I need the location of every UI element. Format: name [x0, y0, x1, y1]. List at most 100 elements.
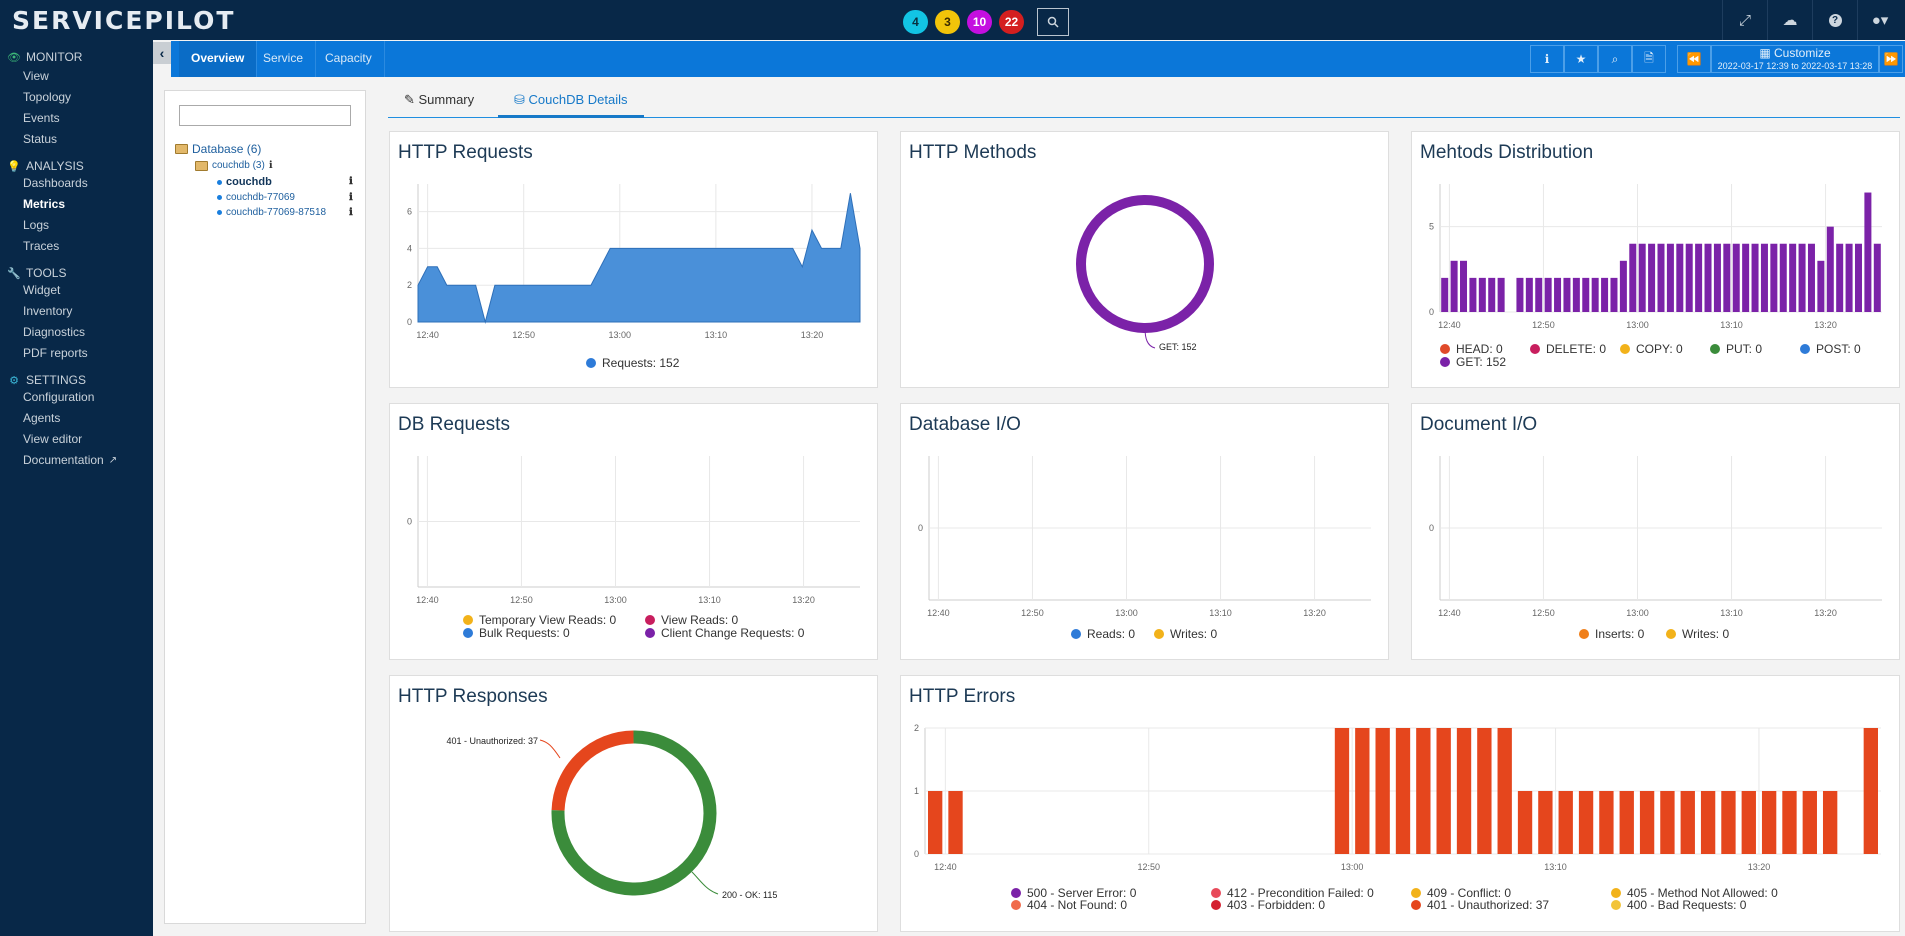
- legend-dot: [1440, 344, 1450, 354]
- section-analysis-label: ANALYSIS: [26, 159, 84, 173]
- servicepilot-logo[interactable]: SERVICEPILOT: [12, 6, 236, 35]
- bar: [1450, 260, 1458, 312]
- tab-couchdb-details[interactable]: ⛁ CouchDB Details: [498, 86, 644, 118]
- legend-item-401[interactable]: 401 - Unauthorized: 37: [1411, 898, 1549, 912]
- info-button[interactable]: ℹ: [1530, 45, 1564, 73]
- tree-search-input[interactable]: [179, 105, 351, 126]
- info-icon[interactable]: ℹ: [349, 192, 353, 203]
- info-icon[interactable]: ℹ: [349, 207, 353, 218]
- legend-item-404[interactable]: 404 - Not Found: 0: [1011, 898, 1127, 912]
- tree-node-couchdb-group[interactable]: couchdb (3) ℹ: [195, 160, 273, 171]
- legend-item-403[interactable]: 403 - Forbidden: 0: [1211, 898, 1325, 912]
- card-title: HTTP Responses: [398, 686, 548, 707]
- legend-dot: [1011, 888, 1021, 898]
- x-tick-label: 13:00: [1115, 608, 1138, 618]
- cloud-button[interactable]: ☁: [1767, 0, 1812, 40]
- bar: [1599, 791, 1614, 854]
- sidebar-item-inventory[interactable]: Inventory: [23, 304, 73, 318]
- sidebar-item-widget[interactable]: Widget: [23, 283, 61, 297]
- legend-item-put[interactable]: PUT: 0: [1710, 342, 1762, 356]
- fullscreen-button[interactable]: ⤢: [1722, 0, 1767, 40]
- section-settings-label: SETTINGS: [26, 373, 87, 387]
- favorite-button[interactable]: ★: [1564, 45, 1598, 73]
- tab-overview[interactable]: Overview: [179, 41, 258, 77]
- legend-label: Bulk Requests: 0: [479, 626, 570, 640]
- legend-item-requests[interactable]: Requests: 152: [586, 356, 679, 370]
- collapse-sidebar-button[interactable]: ‹: [153, 42, 171, 64]
- legend-label: Writes: 0: [1682, 627, 1730, 641]
- tab-capacity[interactable]: Capacity: [313, 41, 385, 77]
- legend-item-temporary-view-reads[interactable]: Temporary View Reads: 0: [463, 613, 616, 627]
- bar: [1516, 277, 1524, 312]
- sidebar-item-view-editor[interactable]: View editor: [23, 432, 83, 446]
- bar: [948, 791, 963, 854]
- legend-item-405[interactable]: 405 - Method Not Allowed: 0: [1611, 886, 1778, 900]
- sidebar-item-metrics[interactable]: Metrics: [23, 197, 66, 211]
- legend-item-get[interactable]: GET: 152: [1440, 355, 1506, 369]
- sidebar-item-pdf-reports[interactable]: PDF reports: [23, 346, 88, 360]
- legend-item-client-change-requests[interactable]: Client Change Requests: 0: [645, 626, 804, 640]
- sidebar-item-topology[interactable]: Topology: [23, 90, 72, 104]
- legend-item-post[interactable]: POST: 0: [1800, 342, 1861, 356]
- gears-icon: ⚙: [9, 374, 19, 387]
- sidebar-item-dashboards[interactable]: Dashboards: [23, 176, 88, 190]
- sidebar-item-diagnostics[interactable]: Diagnostics: [23, 325, 86, 339]
- folder-icon: [175, 144, 188, 154]
- alert-badge-red[interactable]: 22: [999, 10, 1024, 34]
- x-tick-label: 13:10: [1720, 320, 1743, 330]
- tree-leaf-couchdb-77069-87518[interactable]: couchdb-77069-87518: [217, 207, 326, 218]
- customize-range-button[interactable]: ▦ Customize 2022-03-17 12:39 to 2022-03-…: [1711, 45, 1879, 73]
- help-button[interactable]: ?: [1812, 0, 1857, 40]
- alert-badge-cyan[interactable]: 4: [903, 10, 928, 34]
- tree-leaf-couchdb-77069[interactable]: couchdb-77069: [217, 192, 295, 203]
- bar: [1538, 791, 1553, 854]
- legend-item-bulk-requests[interactable]: Bulk Requests: 0: [463, 626, 570, 640]
- bar: [1826, 226, 1834, 312]
- sidebar-item-logs[interactable]: Logs: [23, 218, 50, 232]
- alert-badge-magenta[interactable]: 10: [967, 10, 992, 34]
- tab-summary[interactable]: ✎ Summary: [388, 86, 490, 118]
- legend-item-view-reads[interactable]: View Reads: 0: [645, 613, 738, 627]
- legend-item-409[interactable]: 409 - Conflict: 0: [1411, 886, 1511, 900]
- bar: [1723, 243, 1731, 312]
- next-range-button[interactable]: ⏩: [1879, 45, 1903, 73]
- legend-item-400[interactable]: 400 - Bad Requests: 0: [1611, 898, 1746, 912]
- info-icon[interactable]: ℹ: [349, 176, 353, 187]
- x-tick-label: 13:10: [705, 330, 728, 340]
- legend-item-500[interactable]: 500 - Server Error: 0: [1011, 886, 1136, 900]
- tab-service[interactable]: Service: [251, 41, 317, 77]
- previous-range-button[interactable]: ⏪: [1677, 45, 1711, 73]
- legend-item-head[interactable]: HEAD: 0: [1440, 342, 1503, 356]
- legend-item-inserts[interactable]: Inserts: 0: [1579, 627, 1644, 641]
- bar: [1704, 243, 1712, 312]
- pdf-export-button[interactable]: 🗎: [1632, 45, 1666, 73]
- top-search-button[interactable]: [1037, 8, 1069, 36]
- sidebar-item-configuration[interactable]: Configuration: [23, 390, 95, 404]
- sidebar-item-status[interactable]: Status: [23, 132, 58, 146]
- sidebar-item-view[interactable]: View: [23, 69, 49, 83]
- legend-item-writes[interactable]: Writes: 0: [1666, 627, 1729, 641]
- x-tick-label: 13:00: [609, 330, 632, 340]
- legend-item-copy[interactable]: COPY: 0: [1620, 342, 1683, 356]
- bar: [1535, 277, 1543, 312]
- legend-item-reads[interactable]: Reads: 0: [1071, 627, 1135, 641]
- user-menu-button[interactable]: ●▾: [1857, 0, 1902, 40]
- tree-panel: Database (6) couchdb (3) ℹ couchdb couchd…: [164, 90, 366, 924]
- legend-dot: [645, 615, 655, 625]
- legend-item-writes[interactable]: Writes: 0: [1154, 627, 1217, 641]
- legend-item-412[interactable]: 412 - Precondition Failed: 0: [1211, 886, 1374, 900]
- y-tick-label: 0: [1429, 523, 1434, 533]
- sidebar-item-events[interactable]: Events: [23, 111, 60, 125]
- tree-leaf-couchdb[interactable]: couchdb: [217, 176, 272, 188]
- sidebar-item-agents[interactable]: Agents: [23, 411, 61, 425]
- nav-bar: Overview Service Capacity ℹ ★ ⌕ 🗎 ⏪ ▦ Cu…: [171, 41, 1905, 77]
- legend-item-delete[interactable]: DELETE: 0: [1530, 342, 1606, 356]
- legend-label: 400 - Bad Requests: 0: [1627, 898, 1747, 912]
- card-title: Mehtods Distribution: [1420, 142, 1594, 163]
- tree-node-database[interactable]: Database (6): [175, 142, 261, 156]
- search-button[interactable]: ⌕: [1598, 45, 1632, 73]
- sidebar-item-documentation[interactable]: Documentation ↗: [0, 450, 153, 471]
- sidebar-item-traces[interactable]: Traces: [23, 239, 60, 253]
- legend-dot: [1411, 888, 1421, 898]
- alert-badge-yellow[interactable]: 3: [935, 10, 960, 34]
